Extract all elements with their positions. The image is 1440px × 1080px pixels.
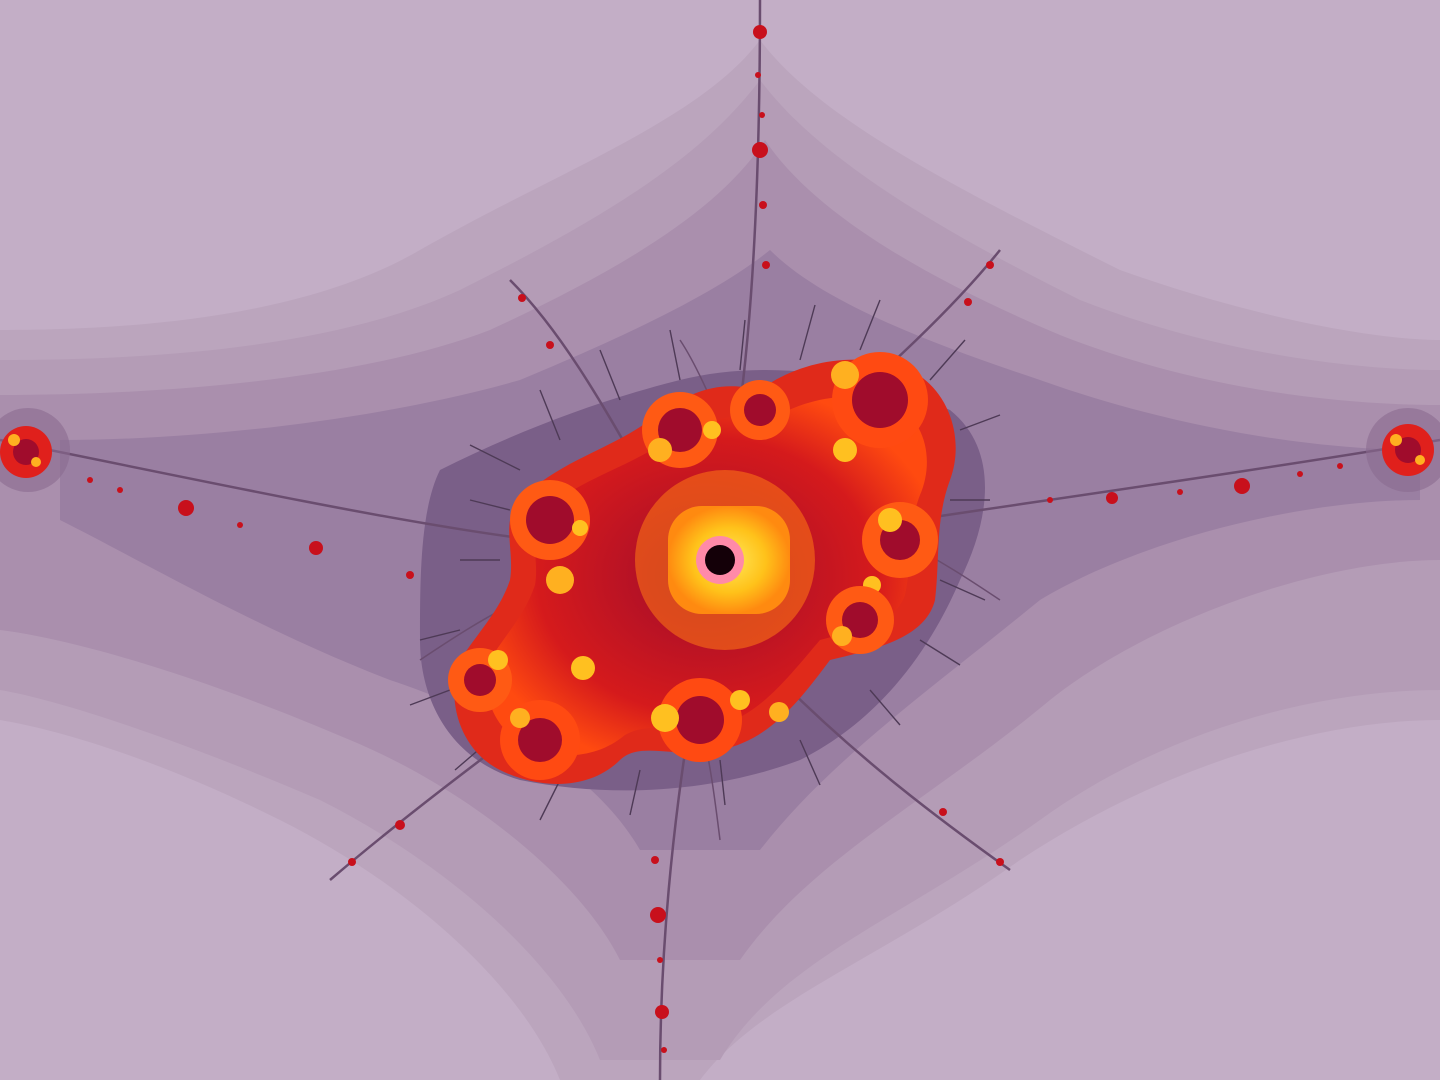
lobe bbox=[730, 690, 750, 710]
lobe bbox=[878, 508, 902, 532]
mini-brot-right bbox=[1366, 408, 1440, 492]
lobe bbox=[488, 650, 508, 670]
core bbox=[635, 470, 815, 650]
lobe bbox=[518, 718, 562, 762]
filament-beads bbox=[87, 25, 1343, 1053]
spike-fringe bbox=[409, 299, 1001, 821]
lobe bbox=[831, 361, 859, 389]
lobe bbox=[658, 408, 702, 452]
lobe bbox=[769, 702, 789, 722]
spiral-lobes bbox=[448, 352, 938, 780]
mini-brot-left bbox=[0, 408, 70, 492]
core-dark bbox=[705, 545, 735, 575]
lobe bbox=[510, 708, 530, 728]
lobe bbox=[703, 421, 721, 439]
lobe bbox=[832, 626, 852, 646]
filament-se bbox=[779, 679, 1011, 872]
lobe bbox=[852, 372, 908, 428]
lobe bbox=[676, 696, 724, 744]
lobe bbox=[526, 496, 574, 544]
lobe bbox=[744, 394, 776, 426]
lobe bbox=[571, 656, 595, 680]
lobe bbox=[842, 602, 878, 638]
lobe bbox=[464, 664, 496, 696]
lobe bbox=[546, 566, 574, 594]
main-body bbox=[448, 352, 956, 784]
lobe bbox=[833, 438, 857, 462]
lobe bbox=[572, 520, 588, 536]
lobe bbox=[651, 704, 679, 732]
lobe bbox=[648, 438, 672, 462]
